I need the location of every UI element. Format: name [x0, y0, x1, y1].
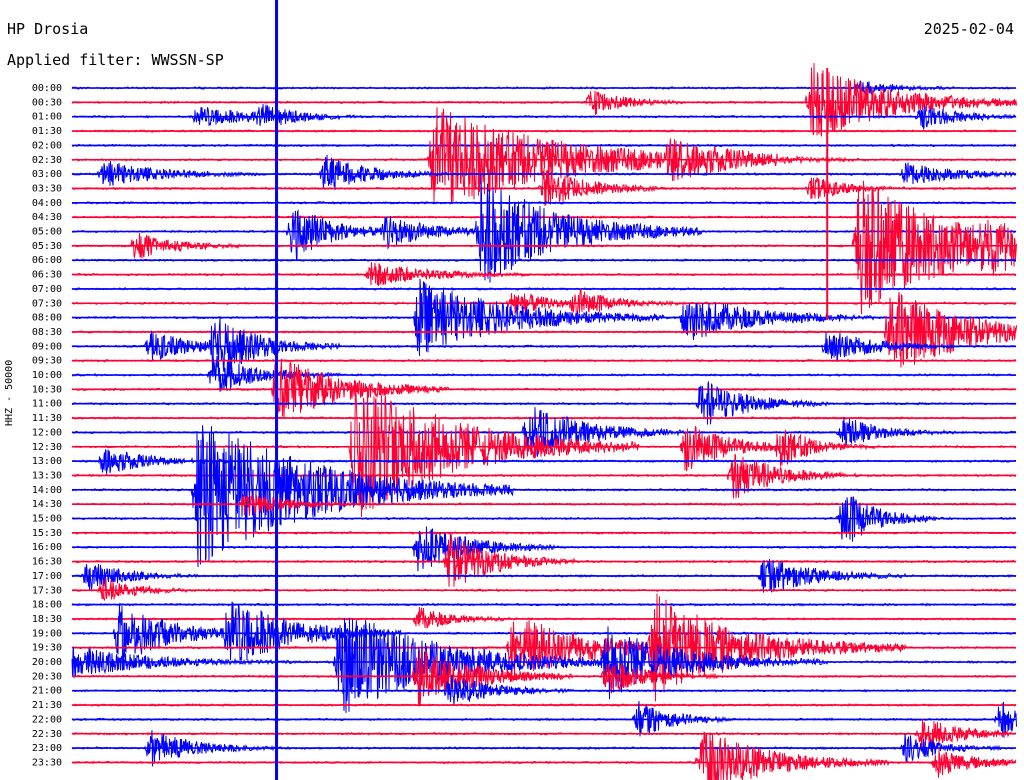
trace-0030 — [71, 63, 1017, 137]
time-tick-label: 08:00 — [32, 313, 62, 324]
time-tick-label: 00:30 — [32, 97, 62, 108]
time-tick-label: 17:00 — [32, 571, 62, 582]
time-tick-label: 10:00 — [32, 370, 62, 381]
time-tick-label: 19:30 — [32, 643, 62, 654]
time-tick-label: 07:30 — [32, 298, 62, 309]
time-tick-label: 09:30 — [32, 356, 62, 367]
time-tick-label: 06:00 — [32, 255, 62, 266]
time-tick-label: 08:30 — [32, 327, 62, 338]
time-tick-label: 11:00 — [32, 399, 62, 410]
time-tick-label: 12:30 — [32, 442, 62, 453]
time-tick-label: 14:00 — [32, 485, 62, 496]
time-tick-label: 22:00 — [32, 714, 62, 725]
time-tick-label: 03:30 — [32, 183, 62, 194]
filter-label: Applied filter: WWSSN-SP — [7, 51, 224, 69]
time-tick-label: 09:00 — [32, 341, 62, 352]
time-tick-label: 15:00 — [32, 514, 62, 525]
time-tick-label: 20:30 — [32, 671, 62, 682]
time-tick-label: 18:00 — [32, 600, 62, 611]
time-tick-label: 04:00 — [32, 198, 62, 209]
trace-2000 — [71, 617, 1017, 713]
trace-1830 — [71, 607, 1017, 629]
time-tick-label: 04:30 — [32, 212, 62, 223]
time-tick-label: 16:30 — [32, 557, 62, 568]
time-tick-label: 11:30 — [32, 413, 62, 424]
time-tick-label: 10:30 — [32, 384, 62, 395]
station-name: HP Drosia — [7, 20, 89, 38]
time-tick-label: 16:00 — [32, 542, 62, 553]
time-tick-label: 02:00 — [32, 140, 62, 151]
date-label: 2025-02-04 — [923, 20, 1014, 38]
time-tick-label: 13:00 — [32, 456, 62, 467]
time-tick-label: 22:30 — [32, 729, 62, 740]
time-tick-label: 06:30 — [32, 270, 62, 281]
time-tick-label: 12:00 — [32, 427, 62, 438]
time-tick-label: 15:30 — [32, 528, 62, 539]
time-tick-label: 01:30 — [32, 126, 62, 137]
time-tick-label: 17:30 — [32, 585, 62, 596]
time-tick-label: 01:00 — [32, 112, 62, 123]
time-tick-label: 13:30 — [32, 470, 62, 481]
time-tick-label: 23:00 — [32, 743, 62, 754]
trace-2330 — [71, 731, 1017, 780]
time-tick-label: 20:00 — [32, 657, 62, 668]
time-tick-label: 07:00 — [32, 284, 62, 295]
time-tick-label: 03:00 — [32, 169, 62, 180]
time-tick-label: 19:00 — [32, 628, 62, 639]
time-tick-label: 23:30 — [32, 757, 62, 768]
time-tick-label: 00:00 — [32, 83, 62, 94]
time-tick-label: 21:30 — [32, 700, 62, 711]
time-tick-label: 14:30 — [32, 499, 62, 510]
time-tick-label: 18:30 — [32, 614, 62, 625]
time-tick-label: 05:00 — [32, 227, 62, 238]
time-tick-label: 21:00 — [32, 686, 62, 697]
time-tick-label: 02:30 — [32, 155, 62, 166]
trace-1630 — [71, 534, 1017, 587]
time-tick-label: 05:30 — [32, 241, 62, 252]
trace-0530 — [71, 180, 1017, 315]
